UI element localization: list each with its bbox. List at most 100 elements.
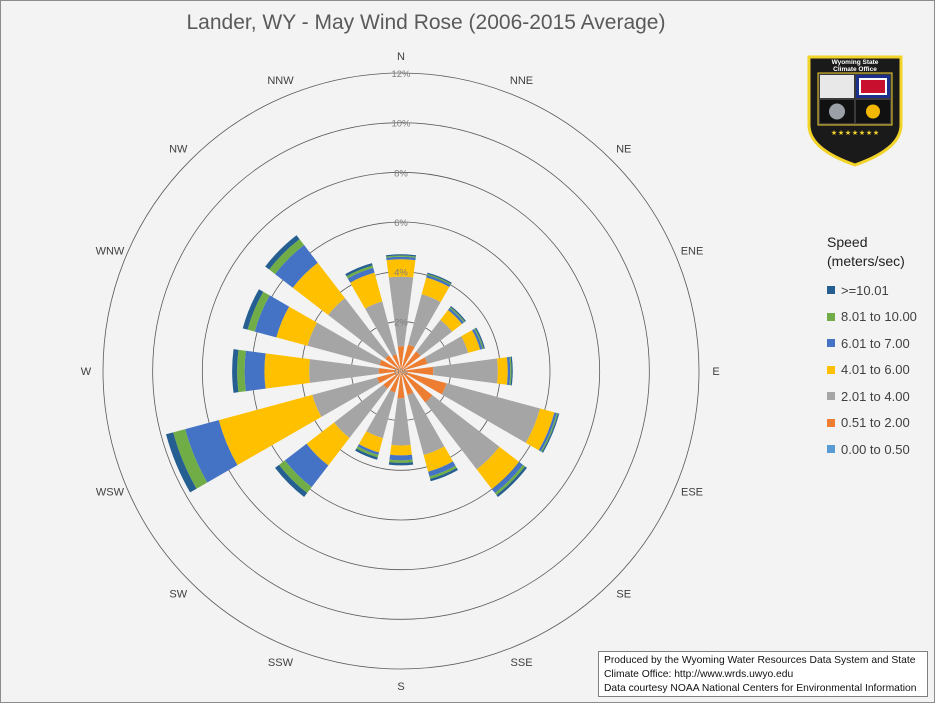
bar-wsw-segment bbox=[312, 377, 380, 417]
legend-title-line-1: Speed bbox=[827, 234, 868, 250]
grid-ring bbox=[152, 122, 650, 620]
svg-text:★: ★ bbox=[859, 129, 865, 137]
credits-line-2: Climate Office: http://www.wrds.uwyo.edu bbox=[604, 669, 794, 680]
bar-sse-segment bbox=[429, 465, 457, 479]
bar-sw-segment bbox=[284, 443, 329, 488]
legend-item: 6.01 to 7.00 bbox=[827, 330, 932, 357]
legend-swatch bbox=[827, 392, 835, 401]
direction-label-se: SE bbox=[616, 589, 631, 601]
legend-label: 4.01 to 6.00 bbox=[841, 362, 910, 378]
bar-e-segment bbox=[509, 356, 512, 386]
bar-nw-segment bbox=[328, 298, 389, 359]
axis-labels: 0% 2% 4% 6% 8% 10% 12% N NNE NE ENE E ESE SE SSE S SSW SW… bbox=[81, 51, 720, 693]
bar-se-segment bbox=[496, 466, 527, 497]
svg-text:★: ★ bbox=[866, 129, 872, 137]
legend-title-line-2: (meters/sec) bbox=[827, 253, 905, 269]
direction-label-sw: SW bbox=[169, 589, 187, 601]
legend-swatch bbox=[827, 286, 835, 295]
legend-swatch bbox=[827, 339, 835, 348]
bar-ene-segment bbox=[472, 328, 483, 350]
bar-sw-segment bbox=[334, 384, 388, 438]
bar-ene-segment bbox=[474, 328, 484, 350]
direction-label-wnw: WNW bbox=[96, 245, 125, 257]
bar-s-segment bbox=[397, 371, 405, 399]
legend-title: Speed (meters/sec) bbox=[827, 233, 932, 271]
bar-sw-segment bbox=[383, 371, 401, 389]
legend-swatch bbox=[827, 312, 835, 321]
bar-nne-segment bbox=[427, 272, 452, 284]
bar-nw-segment bbox=[292, 262, 345, 315]
direction-label-ese: ESE bbox=[681, 487, 703, 499]
bar-ene-segment bbox=[424, 336, 469, 364]
direction-label-ssw: SSW bbox=[268, 657, 294, 669]
bar-ene-segment bbox=[401, 357, 428, 371]
bar-nne-segment bbox=[408, 294, 441, 348]
legend-items: >=10.01 8.01 to 10.00 6.01 to 7.00 4.01 to … bbox=[827, 277, 932, 463]
bar-nnw-segment bbox=[365, 301, 397, 356]
legend: Speed (meters/sec) >=10.01 8.01 to 10.00 6… bbox=[827, 233, 932, 463]
bar-ene-segment bbox=[461, 330, 481, 353]
legend-label: >=10.01 bbox=[841, 282, 889, 298]
legend-item: 0.51 to 2.00 bbox=[827, 410, 932, 437]
bar-nnw-segment bbox=[350, 272, 383, 309]
svg-text:★: ★ bbox=[845, 129, 851, 137]
bar-sse-segment bbox=[428, 461, 456, 477]
logo-line-2: Climate Office bbox=[833, 66, 877, 73]
legend-label: 0.00 to 0.50 bbox=[841, 441, 910, 457]
bar-wsw-segment bbox=[377, 371, 401, 384]
bar-w-segment bbox=[264, 353, 310, 389]
svg-text:★: ★ bbox=[852, 129, 858, 137]
bar-ne-segment bbox=[449, 307, 465, 323]
bar-nw-segment bbox=[265, 235, 300, 270]
bar-nne-segment bbox=[426, 275, 451, 288]
direction-label-ne: NE bbox=[616, 143, 631, 155]
legend-swatch bbox=[827, 365, 835, 374]
direction-label-nnw: NNW bbox=[267, 75, 294, 87]
bar-ne-segment bbox=[416, 319, 453, 356]
radial-tick-label: 6% bbox=[394, 218, 408, 229]
bar-ese-segment bbox=[441, 383, 541, 443]
bar-n-segment bbox=[386, 256, 416, 261]
bar-nnw-segment bbox=[392, 354, 401, 371]
direction-label-s: S bbox=[397, 681, 404, 693]
bar-e-segment bbox=[497, 357, 508, 385]
direction-label-nw: NW bbox=[169, 143, 188, 155]
bar-s-segment bbox=[388, 462, 414, 466]
legend-label: 0.51 to 2.00 bbox=[841, 415, 910, 431]
bar-wsw-segment bbox=[218, 394, 322, 466]
radial-tick-label: 8% bbox=[394, 168, 408, 179]
bar-ese-segment bbox=[541, 413, 560, 453]
bar-wnw-segment bbox=[242, 289, 264, 330]
credits-line-1: Produced by the Wyoming Water Resources … bbox=[604, 655, 916, 666]
wind-rose-bars bbox=[166, 235, 560, 497]
bar-ssw-segment bbox=[358, 431, 383, 453]
bar-sse-segment bbox=[423, 446, 454, 472]
bar-ne-segment bbox=[401, 351, 421, 371]
bar-ne-segment bbox=[440, 309, 463, 332]
direction-label-w: W bbox=[81, 366, 92, 378]
bar-ssw-segment bbox=[357, 444, 380, 455]
bar-wsw-segment bbox=[166, 432, 197, 493]
direction-label-sse: SSE bbox=[511, 657, 533, 669]
radial-tick-label: 4% bbox=[394, 268, 408, 279]
bar-n-segment bbox=[386, 259, 416, 278]
bar-wnw-segment bbox=[254, 295, 290, 338]
legend-item: >=10.01 bbox=[827, 277, 932, 304]
bar-sw-segment bbox=[306, 422, 350, 466]
wyoming-climate-office-logo: Wyoming State Climate Office ★ ★ ★ ★ ★ ★ ★ bbox=[807, 55, 903, 167]
bar-w-segment bbox=[378, 368, 401, 374]
direction-label-wsw: WSW bbox=[96, 487, 125, 499]
bar-nnw-segment bbox=[346, 265, 374, 279]
bar-wnw-segment bbox=[307, 322, 382, 366]
grid-ring bbox=[201, 171, 601, 571]
direction-label-nne: NNE bbox=[510, 75, 533, 87]
bar-n-segment bbox=[388, 276, 414, 347]
bar-nw-segment bbox=[385, 355, 401, 371]
bar-w-segment bbox=[232, 349, 239, 393]
bar-n-segment bbox=[386, 255, 416, 258]
bar-s-segment bbox=[389, 454, 413, 461]
bar-ene-segment bbox=[475, 327, 485, 349]
chart-title: Lander, WY - May Wind Rose (2006-2015 Av… bbox=[186, 11, 666, 34]
